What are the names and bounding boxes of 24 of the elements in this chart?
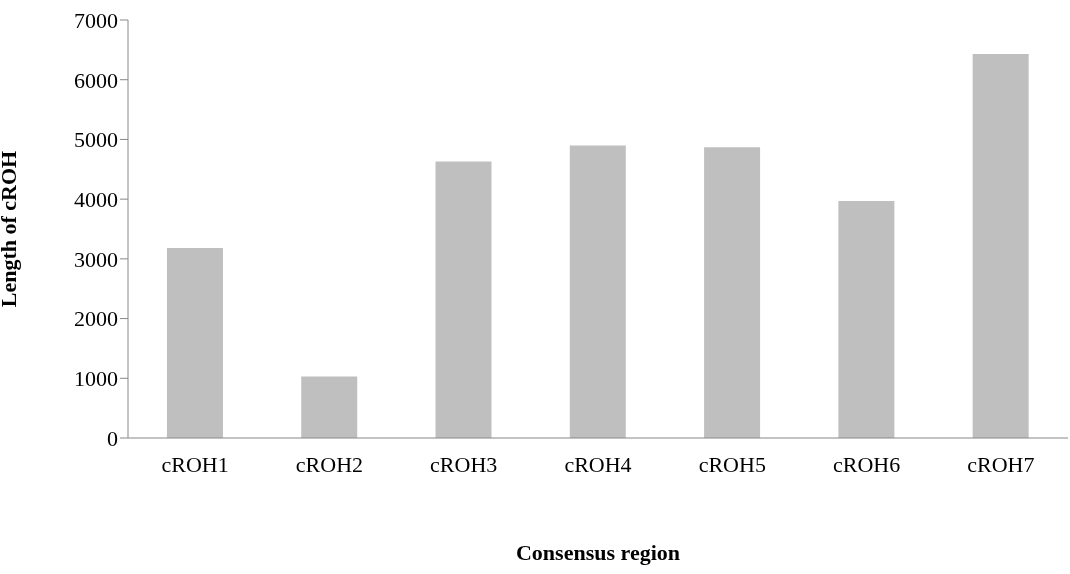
bar [435, 161, 492, 438]
bar [301, 376, 358, 438]
bar [972, 54, 1029, 438]
y-tick-label: 1000 [74, 366, 118, 392]
bar [838, 200, 895, 438]
y-axis-title: Length of cROH [0, 150, 21, 308]
x-axis-title: Consensus region [515, 540, 681, 565]
x-tick-label: cROH1 [161, 451, 229, 477]
x-tick-label: cROH4 [564, 451, 632, 477]
y-tick-label: 6000 [74, 67, 118, 93]
y-tick-label: 4000 [74, 186, 118, 212]
bar [569, 145, 626, 438]
x-tick-label: cROH6 [832, 451, 901, 477]
y-tick-label: 0 [107, 425, 118, 451]
bar [704, 147, 761, 438]
x-tick-label: cROH7 [967, 451, 1035, 477]
y-tick-label: 5000 [74, 127, 118, 153]
y-tick-label: 3000 [74, 246, 118, 272]
y-tick-label: 7000 [74, 7, 118, 33]
x-tick-label: cROH5 [698, 451, 766, 477]
x-tick-label: cROH2 [295, 451, 364, 477]
y-tick-label: 2000 [74, 306, 118, 332]
bar [166, 248, 223, 438]
x-tick-label: cROH3 [430, 451, 498, 477]
